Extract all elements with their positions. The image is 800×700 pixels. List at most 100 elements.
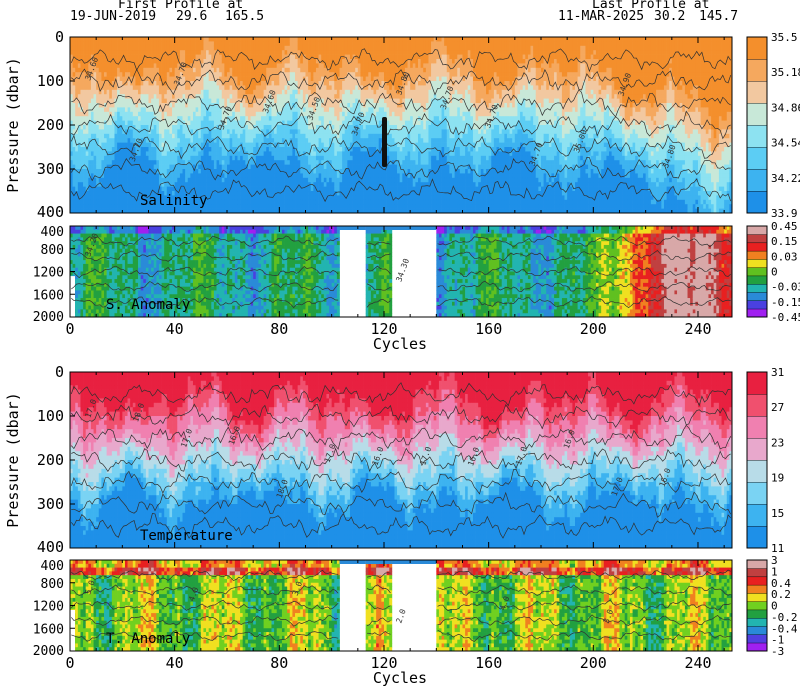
colorbar-tick-label: 0	[771, 266, 778, 279]
colorbar-bin	[747, 394, 767, 416]
colorbar-bin	[747, 438, 767, 460]
colorbar-bin	[747, 103, 767, 125]
y-tick-label: 100	[37, 407, 64, 425]
colorbar: -0.45 -0.15 -0.03 0 0.03 0.15 0.45	[747, 220, 800, 324]
panel-title: S. Anomaly	[106, 297, 190, 313]
colorbar-bin	[747, 259, 767, 268]
colorbar-tick-label: -0.45	[771, 311, 800, 324]
colorbar-bin	[747, 482, 767, 504]
colorbar-bin	[747, 284, 767, 293]
y-tick-label: 300	[37, 495, 64, 513]
y-tick-label: 1200	[33, 600, 64, 615]
panel-t-anomaly: 5.0 4.0 3.02.04.03.0T. Anomaly400800120016…	[33, 554, 798, 687]
colorbar-bin	[747, 125, 767, 147]
colorbar-tick-label: -1	[771, 634, 784, 647]
x-tick-label: 80	[270, 654, 288, 672]
colorbar-tick-label: 0	[771, 600, 778, 613]
colorbar-bin	[747, 191, 767, 213]
y-tick-label: 400	[41, 225, 64, 240]
colorbar-tick-label: 19	[771, 472, 784, 485]
colorbar-bin	[747, 618, 767, 627]
colorbar-bin	[747, 634, 767, 643]
y-tick-label: 2000	[33, 644, 64, 659]
colorbar-bin	[747, 243, 767, 252]
x-tick-label: 80	[270, 320, 288, 338]
colorbar-bin	[747, 626, 767, 635]
colorbar-bin	[747, 416, 767, 438]
colorbar-tick-label: 27	[771, 401, 784, 414]
x-axis-label: Cycles	[373, 335, 427, 353]
colorbar-bin	[747, 169, 767, 191]
y-tick-label: 200	[37, 116, 64, 134]
colorbar-tick-label: 31	[771, 366, 784, 379]
colorbar-tick-label: 0.4	[771, 577, 791, 590]
y-tick-label: 100	[37, 72, 64, 90]
colorbar-tick-label: -0.03	[771, 281, 800, 294]
x-tick-label: 160	[475, 654, 502, 672]
colorbar-bin	[747, 251, 767, 260]
y-tick-label: 300	[37, 160, 64, 178]
x-tick-label: 40	[166, 654, 184, 672]
contour-label: 2.0	[394, 608, 407, 625]
x-tick-label: 0	[65, 654, 74, 672]
colorbar-bin	[747, 81, 767, 103]
colorbar-bin	[747, 147, 767, 169]
colorbar-bin	[747, 300, 767, 309]
colorbar-bin	[747, 560, 767, 569]
panel-title: T. Anomaly	[106, 631, 190, 647]
colorbar-bin	[747, 568, 767, 577]
colorbar-bin	[747, 292, 767, 301]
colorbar-tick-label: 35.5	[771, 31, 798, 44]
colorbar: 33.934.2234.5434.8635.1835.5	[747, 31, 800, 220]
contour-label: 34.30	[394, 257, 411, 283]
colorbar-tick-label: 34.54	[771, 137, 800, 150]
x-tick-label: 0	[65, 320, 74, 338]
colorbar-bin	[747, 372, 767, 394]
colorbar-bin	[747, 226, 767, 235]
colorbar: -3-1-0.4-0.200.20.413	[747, 554, 798, 658]
colorbar-tick-label: 23	[771, 436, 784, 449]
y-tick-label: 800	[41, 577, 64, 592]
y-tick-label: 1600	[33, 288, 64, 303]
colorbar-tick-label: 33.9	[771, 207, 798, 220]
colorbar-tick-label: 0.2	[771, 588, 791, 601]
panel-title: Temperature	[140, 528, 233, 544]
y-tick-label: 400	[41, 559, 64, 574]
panel-temperature: 17.0 18.017.0 16.018.017.0 16.0 17.0 16.0 17.0…	[37, 363, 784, 556]
colorbar-tick-label: 0.15	[771, 235, 798, 248]
y-tick-label: 0	[55, 28, 64, 46]
x-axis-label: Cycles	[373, 669, 427, 687]
x-tick-label: 240	[684, 320, 711, 338]
colorbar-tick-label: 0.03	[771, 250, 798, 263]
colorbar-tick-label: 34.86	[771, 101, 800, 114]
colorbar-bin	[747, 601, 767, 610]
y-axis-title-salinity: Pressure (dbar)	[4, 57, 22, 192]
y-tick-label: 400	[37, 538, 64, 556]
colorbar-bin	[747, 267, 767, 276]
y-tick-label: 2000	[33, 310, 64, 325]
colorbar-tick-label: 35.18	[771, 66, 800, 79]
colorbar-bin	[747, 526, 767, 548]
colorbar-tick-label: 15	[771, 507, 784, 520]
x-tick-label: 240	[684, 654, 711, 672]
panel-title: Salinity	[140, 193, 207, 209]
colorbar-tick-label: -0.15	[771, 296, 800, 309]
colorbar-bin	[747, 37, 767, 59]
colorbar-bin	[747, 593, 767, 602]
colorbar-tick-label: -3	[771, 645, 784, 658]
colorbar-bin	[747, 585, 767, 594]
colorbar-tick-label: 1	[771, 565, 778, 578]
colorbar-tick-label: 0.45	[771, 220, 798, 233]
field-cells	[70, 37, 732, 213]
colorbar-bin	[747, 577, 767, 586]
x-tick-label: 200	[580, 654, 607, 672]
y-tick-label: 1600	[33, 622, 64, 637]
x-tick-label: 40	[166, 320, 184, 338]
y-tick-label: 1200	[33, 266, 64, 281]
